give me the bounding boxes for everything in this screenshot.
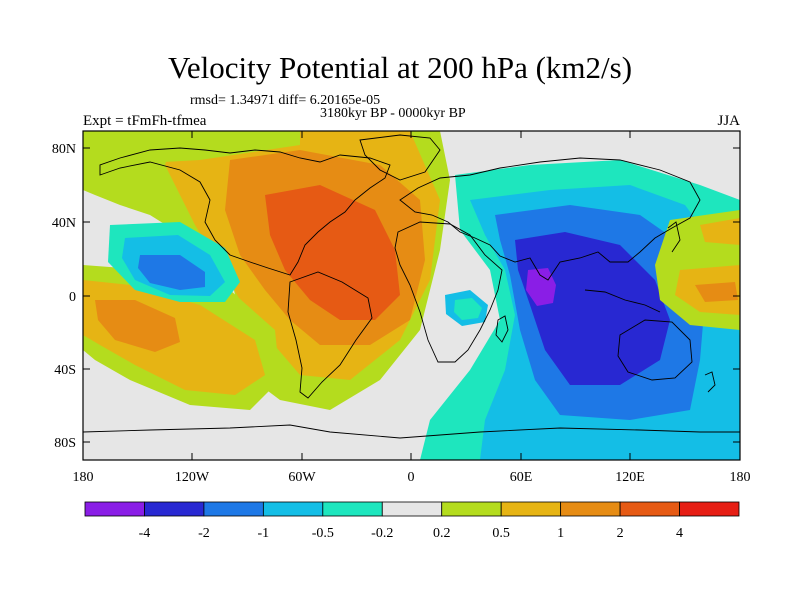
lon-label-60w: 60W (288, 470, 316, 485)
colorbar-swatch (84, 501, 145, 517)
colorbar-swatch (441, 501, 502, 517)
coast-antarctica (83, 424, 740, 439)
stats-text: rmsd= 1.34971 diff= 6.20165e-05 (190, 93, 381, 108)
contour-neg02-africa (454, 298, 482, 320)
colorbar-label: -2 (198, 526, 210, 541)
colorbar-swatch (500, 501, 562, 517)
colorbar-label: -0.5 (312, 526, 334, 541)
colorbar-label: 2 (617, 526, 624, 541)
lon-label-60e: 60E (510, 470, 533, 485)
colorbar-label: -1 (258, 526, 270, 541)
colorbar: -4 -2 -1 -0.5 -0.2 0.2 0.5 1 2 4 (84, 501, 740, 541)
colorbar-swatch (619, 501, 680, 517)
lon-label-120w: 120W (175, 470, 210, 485)
lat-label-40n: 40N (52, 216, 76, 231)
contour-neg2-eastern (515, 232, 670, 385)
colorbar-label: 0.5 (492, 526, 510, 541)
colorbar-swatch (322, 501, 383, 517)
coast-newzealand (704, 371, 716, 393)
season-subtitle: JJA (717, 113, 740, 129)
chart-title: Velocity Potential at 200 hPa (km2/s) (167, 50, 633, 85)
tick-marks (83, 131, 740, 460)
coast-greenland (359, 134, 441, 181)
lat-label-80n: 80N (52, 142, 76, 157)
coast-japan (667, 221, 681, 253)
colorbar-swatch (262, 501, 324, 517)
contour-pos2-atlantic (265, 185, 400, 320)
colorbar-label: -4 (139, 526, 151, 541)
colorbar-label: 0.2 (433, 526, 451, 541)
coast-australia (617, 319, 693, 381)
colorbar-swatch (679, 501, 740, 517)
coast-south-america (287, 271, 373, 399)
experiment-subtitle: Expt = tFmFh-tfmea (83, 113, 207, 129)
colorbar-swatch (381, 501, 443, 517)
period-subtitle: 3180kyr BP - 0000kyr BP (320, 106, 466, 121)
coastlines (83, 134, 740, 439)
coast-maritime (584, 289, 661, 313)
lon-label-180e: 180 (730, 470, 751, 485)
contour-neg4-eastern (526, 268, 556, 306)
contour-pos05-northpac (700, 218, 740, 245)
colorbar-swatch (203, 501, 264, 517)
contour-pos1-westpac (695, 282, 738, 302)
contour-neg1-pacific (138, 255, 205, 290)
lon-label-0: 0 (408, 470, 415, 485)
contour-field (83, 131, 740, 460)
colorbar-swatch (560, 501, 621, 517)
colorbar-label: -0.2 (371, 526, 393, 541)
lat-label-80s: 80S (54, 436, 76, 451)
lat-label-40s: 40S (54, 363, 76, 378)
contour-pos02-arctic (83, 131, 300, 165)
colorbar-label: 4 (676, 526, 683, 541)
coast-madagascar (495, 315, 509, 343)
coast-africa (394, 221, 503, 363)
coast-north-america (99, 147, 391, 276)
coast-europe-asia (399, 157, 701, 281)
colorbar-swatch (144, 501, 205, 517)
lat-label-eq: 0 (69, 290, 76, 305)
lon-label-180w: 180 (73, 470, 94, 485)
colorbar-label: 1 (557, 526, 564, 541)
contour-pos1-pacific (95, 300, 180, 352)
lon-label-120e: 120E (615, 470, 645, 485)
